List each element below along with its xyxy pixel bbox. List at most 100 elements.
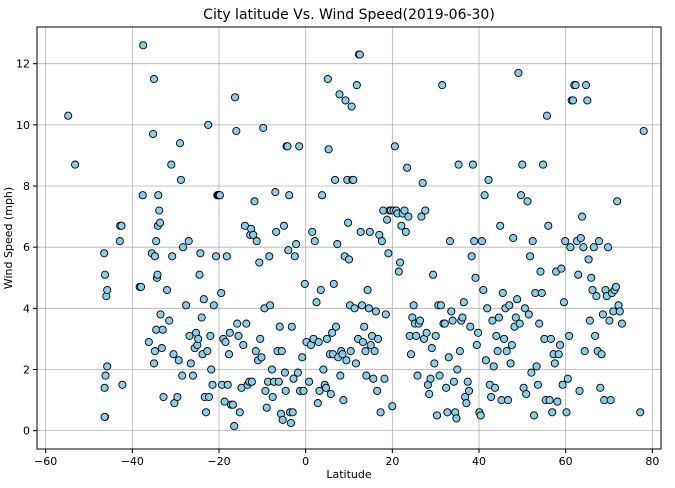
data-point <box>492 331 501 340</box>
data-point <box>581 81 591 90</box>
data-point <box>416 316 425 325</box>
data-point <box>272 227 281 236</box>
data-point <box>262 403 271 412</box>
data-point <box>548 408 557 417</box>
data-point <box>390 142 399 151</box>
data-point <box>182 301 191 310</box>
data-point <box>352 81 361 90</box>
data-point <box>204 120 213 129</box>
data-point <box>596 383 605 392</box>
data-point <box>155 206 164 215</box>
data-point <box>150 252 159 261</box>
data-point <box>578 212 587 221</box>
data-point <box>178 371 187 380</box>
data-point <box>225 328 234 337</box>
data-point <box>149 129 158 139</box>
data-point <box>513 295 522 304</box>
data-point <box>295 142 304 151</box>
data-point <box>319 365 328 374</box>
data-point <box>442 383 451 392</box>
data-point <box>463 377 472 386</box>
data-point <box>533 380 542 389</box>
data-point <box>502 347 511 356</box>
data-point <box>430 359 439 368</box>
data-point <box>207 365 216 374</box>
data-point <box>409 301 418 310</box>
data-point <box>188 371 198 380</box>
y-tick-label: 6 <box>23 241 30 254</box>
data-point <box>347 102 356 111</box>
data-point <box>574 270 583 279</box>
data-point <box>498 288 507 298</box>
x-tick-label: 80 <box>645 455 659 468</box>
data-point <box>509 233 518 243</box>
data-point <box>305 377 314 386</box>
data-point <box>344 255 354 264</box>
data-point <box>518 160 527 169</box>
data-point <box>613 197 622 206</box>
data-point <box>165 316 174 325</box>
data-point <box>298 353 307 362</box>
data-point <box>159 392 168 402</box>
data-point <box>366 340 375 350</box>
data-point <box>326 389 335 399</box>
data-point <box>369 374 378 383</box>
data-point <box>554 350 563 359</box>
data-point <box>585 316 594 325</box>
data-point <box>506 359 515 368</box>
data-point <box>274 377 283 386</box>
data-point <box>312 298 321 307</box>
data-point <box>555 340 565 350</box>
data-point <box>587 273 596 282</box>
data-point <box>349 175 358 184</box>
data-point <box>559 298 568 307</box>
data-point <box>314 337 323 347</box>
data-point <box>351 359 360 368</box>
data-point <box>440 319 449 328</box>
data-point <box>220 397 229 406</box>
data-point <box>604 243 613 252</box>
x-axis-label: Latitude <box>326 468 372 481</box>
data-point <box>526 252 535 261</box>
data-point <box>394 267 403 276</box>
data-point <box>403 163 412 172</box>
data-point <box>493 347 502 356</box>
data-point <box>371 307 380 316</box>
data-point <box>232 126 241 136</box>
data-point <box>361 347 370 356</box>
data-point <box>196 249 205 258</box>
data-point <box>511 313 520 322</box>
data-point <box>346 347 355 356</box>
data-point <box>514 68 523 77</box>
chart-title: City latitude Vs. Wind Speed(2019-06-30) <box>203 7 495 23</box>
data-point <box>588 285 597 295</box>
y-tick-label: 2 <box>23 363 30 376</box>
data-point <box>448 316 457 325</box>
data-point <box>417 212 426 221</box>
data-point <box>222 252 231 261</box>
data-point <box>278 415 287 424</box>
data-point <box>565 331 574 340</box>
data-point <box>520 304 529 313</box>
data-point <box>185 331 194 340</box>
data-point <box>249 230 258 239</box>
y-tick-label: 4 <box>23 302 30 315</box>
y-axis-label: Wind Speed (mph) <box>2 187 15 289</box>
data-point <box>275 322 284 331</box>
data-point <box>444 353 453 362</box>
data-point <box>247 377 256 386</box>
data-point <box>356 227 365 236</box>
data-point <box>342 356 351 365</box>
data-point <box>156 218 165 227</box>
data-point <box>338 350 347 359</box>
data-point <box>162 285 172 295</box>
data-point <box>315 386 324 395</box>
data-point <box>271 188 280 197</box>
data-point <box>425 389 434 399</box>
data-point <box>566 243 575 252</box>
data-point <box>268 392 277 402</box>
data-point <box>545 396 554 405</box>
data-point <box>542 111 552 120</box>
data-point <box>474 328 483 337</box>
data-point <box>429 270 438 279</box>
